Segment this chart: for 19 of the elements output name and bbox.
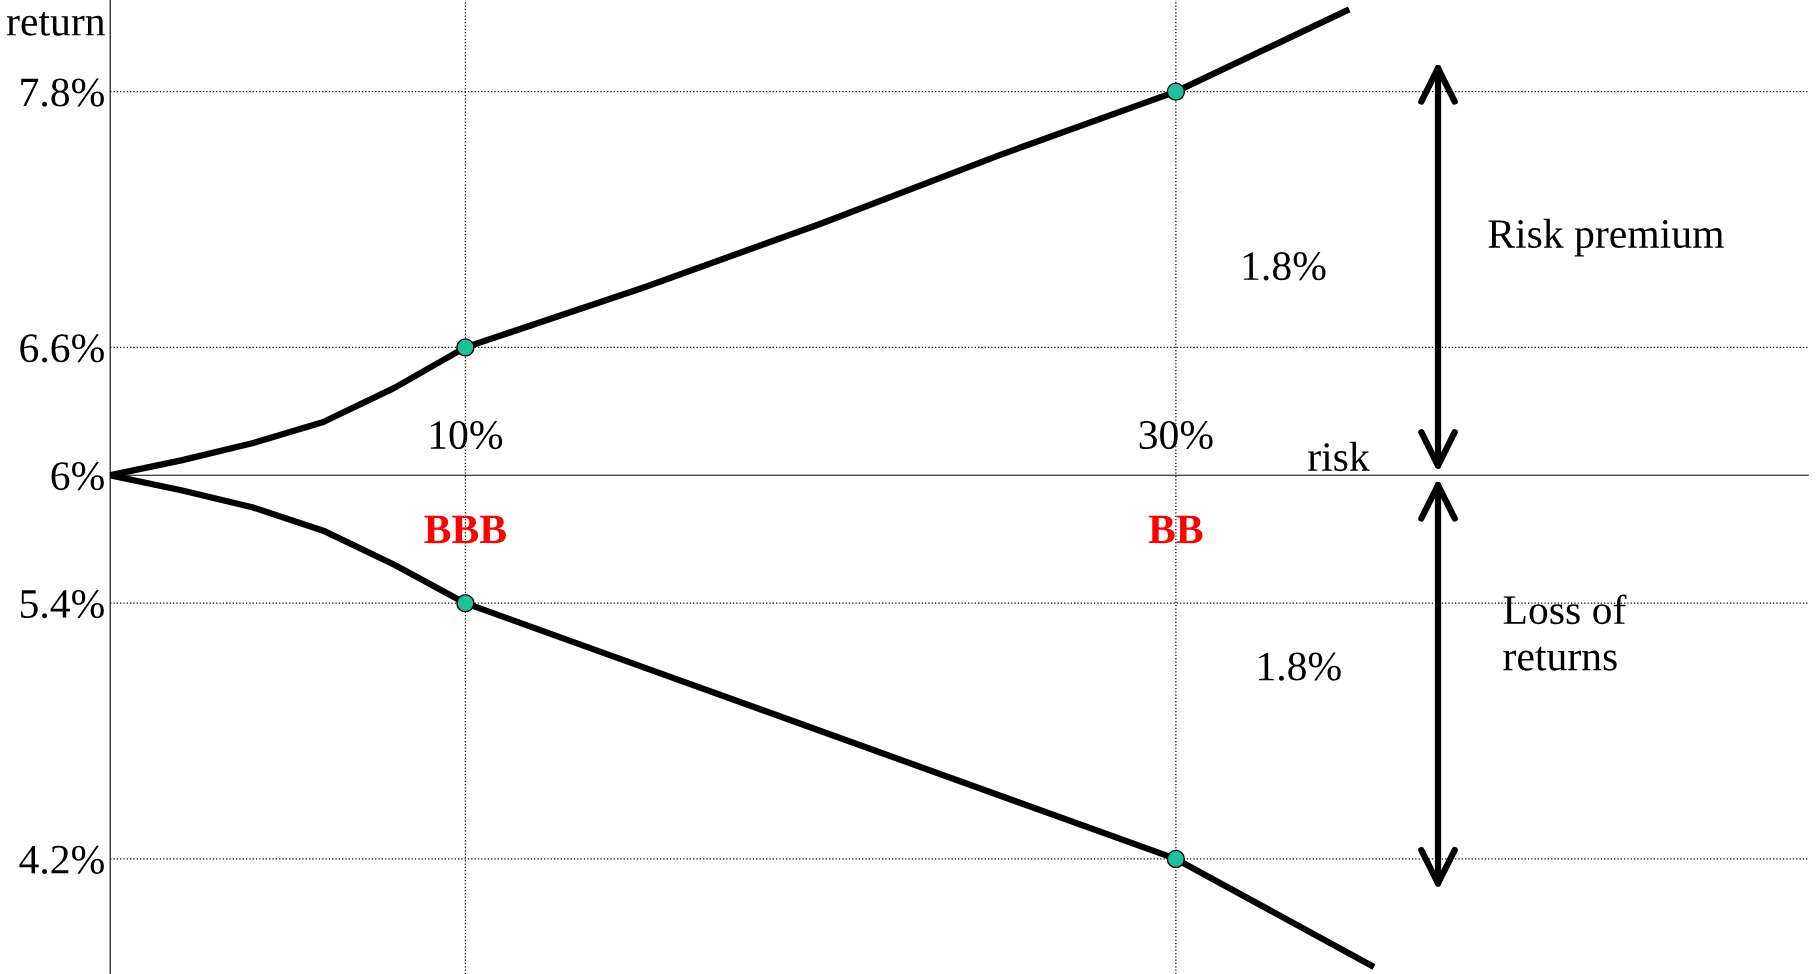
- point: [1166, 849, 1186, 869]
- annotation: 1.8%: [1243, 252, 1326, 281]
- point: [456, 593, 475, 613]
- annotation: Risk premium: [1488, 218, 1724, 257]
- y-tick-label: 4.2%: [19, 845, 104, 874]
- x-axis-title: risk: [1308, 441, 1370, 472]
- x-tick-label: 30%: [1139, 420, 1213, 450]
- point: [1166, 82, 1186, 101]
- annotation: BBB: [424, 515, 506, 544]
- annotation: 1.8%: [1259, 652, 1341, 681]
- point: [456, 338, 475, 357]
- x-tick-label: 10%: [430, 420, 503, 450]
- annotation: Loss of returns: [1503, 594, 1627, 671]
- y-tick-label: 6%: [51, 462, 104, 491]
- annotation: BB: [1148, 515, 1203, 544]
- y-tick-label: 6.6%: [20, 334, 104, 363]
- y-tick-label: 5.4%: [20, 589, 104, 619]
- y-tick-label: 7.8%: [21, 78, 104, 107]
- y-axis-title: return: [6, 11, 105, 36]
